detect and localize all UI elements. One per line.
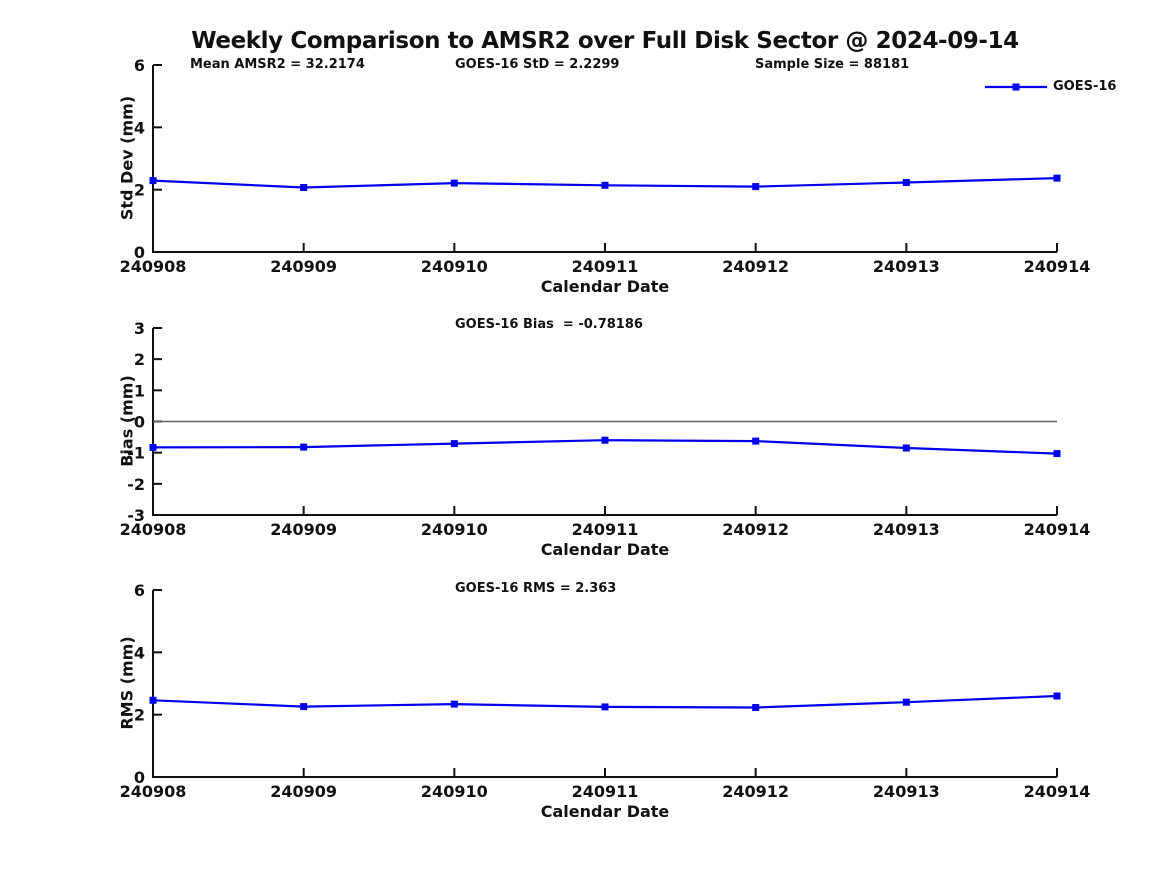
y-tick-label: 4 — [134, 643, 145, 662]
data-point-marker — [601, 436, 609, 444]
data-point-marker — [902, 179, 910, 186]
y-tick-label: 2 — [134, 181, 145, 200]
x-tick-label: 240909 — [270, 782, 337, 801]
x-tick-label: 240913 — [873, 520, 940, 539]
y-tick-label: 6 — [134, 581, 145, 600]
x-tick-label: 240911 — [572, 520, 639, 539]
y-tick-label: 0 — [134, 413, 145, 432]
data-point-marker — [902, 698, 910, 706]
bias-y-axis-label: Bias (mm) — [117, 375, 137, 467]
annotation-goes16-bias: GOES-16 Bias = -0.78186 — [455, 317, 643, 332]
std-dev-plot-axes — [152, 65, 1057, 253]
x-tick-label: 240914 — [1024, 782, 1091, 801]
annotation-goes16-std: GOES-16 StD = 2.2299 — [455, 57, 620, 72]
data-point-marker — [601, 181, 609, 189]
y-tick-label: 0 — [134, 768, 145, 787]
y-tick-label: 4 — [134, 118, 145, 137]
stddev-y-axis-label: Std Dev (mm) — [117, 95, 137, 221]
data-point-marker — [149, 696, 157, 704]
data-point-marker — [902, 444, 910, 452]
x-tick-label: 240913 — [873, 782, 940, 801]
x-tick-label: 240911 — [572, 782, 639, 801]
x-tick-label: 240910 — [421, 257, 488, 276]
y-tick-label: -3 — [127, 506, 145, 525]
y-tick-label: -1 — [127, 444, 145, 463]
x-tick-label: 240910 — [421, 520, 488, 539]
rms-plot-axes — [152, 590, 1057, 778]
data-point-marker — [300, 703, 308, 711]
x-tick-label: 240913 — [873, 257, 940, 276]
x-tick-label: 240909 — [270, 257, 337, 276]
y-tick-label: 2 — [134, 706, 145, 725]
legend-marker-sample — [1012, 83, 1020, 91]
figure-title: Weekly Comparison to AMSR2 over Full Dis… — [191, 28, 1019, 54]
x-tick-label: 240914 — [1024, 257, 1091, 276]
data-point-marker — [601, 703, 609, 711]
x-tick-label: 240910 — [421, 782, 488, 801]
annotation-mean-amsr2: Mean AMSR2 = 32.2174 — [190, 57, 365, 72]
y-tick-label: 0 — [134, 243, 145, 262]
x-tick-label: 240909 — [270, 520, 337, 539]
x-tick-label: 240908 — [120, 782, 187, 801]
y-tick-label: 6 — [134, 56, 145, 75]
data-point-marker — [149, 177, 157, 185]
annotation-goes16-rms: GOES-16 RMS = 2.363 — [455, 581, 617, 596]
y-tick-label: -2 — [127, 475, 145, 494]
stddev-x-axis-label: Calendar Date — [540, 277, 670, 296]
data-point-marker — [450, 179, 458, 187]
data-point-marker — [450, 700, 458, 708]
x-tick-label: 240911 — [572, 257, 639, 276]
x-tick-label: 240908 — [120, 257, 187, 276]
bias-x-axis-label: Calendar Date — [540, 540, 670, 559]
data-point-marker — [752, 437, 760, 445]
x-tick-label: 240912 — [722, 257, 789, 276]
y-tick-label: 2 — [134, 350, 145, 369]
data-point-marker — [450, 440, 458, 448]
x-tick-label: 240912 — [722, 782, 789, 801]
x-tick-label: 240914 — [1024, 520, 1091, 539]
rms-x-axis-label: Calendar Date — [540, 802, 670, 821]
data-point-marker — [149, 443, 157, 451]
annotation-sample-size: Sample Size = 88181 — [755, 57, 910, 72]
y-tick-label: 3 — [134, 319, 145, 338]
data-point-marker — [300, 443, 308, 451]
x-tick-label: 240912 — [722, 520, 789, 539]
data-point-marker — [752, 183, 760, 191]
data-point-marker — [1053, 692, 1061, 700]
data-point-marker — [300, 184, 308, 191]
x-tick-label: 240908 — [120, 520, 187, 539]
data-point-marker — [752, 704, 760, 711]
data-point-marker — [1053, 174, 1061, 182]
y-tick-label: 1 — [134, 381, 145, 400]
legend-label-goes16: GOES-16 — [1053, 79, 1117, 94]
data-point-marker — [1053, 450, 1061, 458]
rms-y-axis-label: RMS (mm) — [117, 636, 137, 730]
